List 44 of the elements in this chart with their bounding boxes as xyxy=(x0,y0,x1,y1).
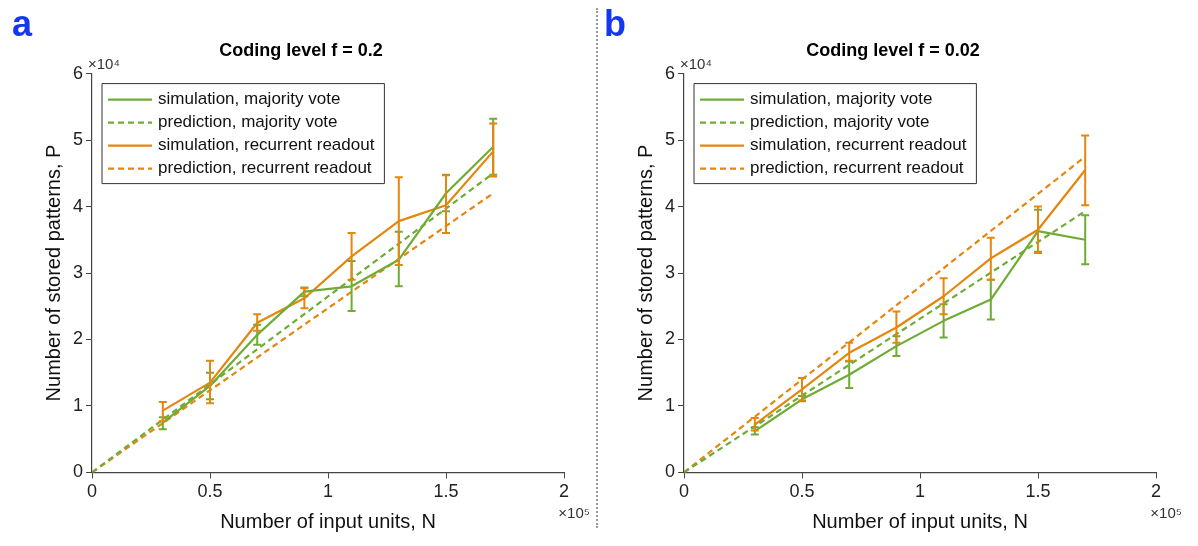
x-tick-label: 1 xyxy=(915,481,926,502)
text: a xyxy=(12,2,33,44)
legend-label: simulation, recurrent readout xyxy=(750,135,967,155)
y-tick-label: 0 xyxy=(73,461,84,482)
y-axis-title: Number of stored patterns, P xyxy=(633,144,656,402)
x-tick-label: 0 xyxy=(87,481,98,502)
y-tick-label: 6 xyxy=(73,62,84,83)
text: ×10⁵ xyxy=(1150,504,1182,522)
y-axis-title: Number of stored patterns, P xyxy=(41,144,64,402)
legend-label: prediction, recurrent readout xyxy=(158,158,372,178)
y-tick-label: 2 xyxy=(73,328,84,349)
y-tick-label: 5 xyxy=(73,129,84,150)
legend-label: simulation, majority vote xyxy=(158,89,341,109)
y-tick-label: 1 xyxy=(73,394,84,415)
y-tick-label: 6 xyxy=(665,62,676,83)
x-tick-label: 0.5 xyxy=(197,481,223,502)
x-tick-label: 2 xyxy=(1150,481,1162,502)
x-axis-title: Number of input units, N xyxy=(220,509,436,532)
x-axis-title: Number of input units, N xyxy=(812,509,1028,532)
y-tick-label: 5 xyxy=(665,129,676,150)
x-tick-label: 0 xyxy=(679,481,690,502)
text: ×10⁵ xyxy=(558,504,590,522)
chart-title: Coding level f = 0.02 xyxy=(806,39,980,60)
y-tick-label: 4 xyxy=(665,195,676,216)
y-tick-label: 0 xyxy=(665,461,676,482)
legend-label: simulation, recurrent readout xyxy=(158,135,375,155)
chart-title: Coding level f = 0.2 xyxy=(219,39,383,60)
legend-label: prediction, majority vote xyxy=(158,112,338,132)
x-tick-label: 1.5 xyxy=(433,481,459,502)
text: b xyxy=(604,2,626,44)
y-tick-label: 4 xyxy=(73,195,84,216)
y-tick-label: 3 xyxy=(73,261,84,282)
legend-label: prediction, recurrent readout xyxy=(750,158,964,178)
legend-label: prediction, majority vote xyxy=(750,112,930,132)
legend-label: simulation, majority vote xyxy=(750,89,933,109)
x-tick-label: 1 xyxy=(323,481,334,502)
y-tick-label: 3 xyxy=(665,261,676,282)
text: ×10⁴ xyxy=(88,55,120,73)
text: ×10⁴ xyxy=(680,55,712,73)
y-tick-label: 2 xyxy=(665,328,676,349)
y-tick-label: 1 xyxy=(665,394,676,415)
x-tick-label: 2 xyxy=(558,481,570,502)
x-tick-label: 1.5 xyxy=(1025,481,1051,502)
x-tick-label: 0.5 xyxy=(789,481,815,502)
